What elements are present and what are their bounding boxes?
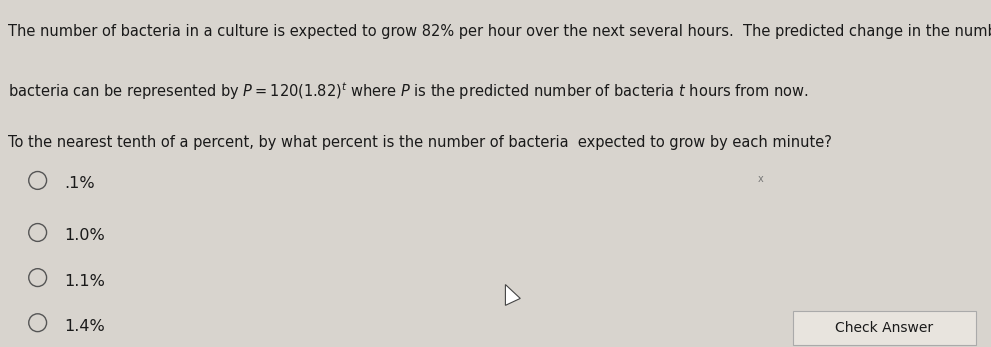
FancyBboxPatch shape [793,311,976,345]
Text: bacteria can be represented by $\mathit{P}=120(1.82)^{t}$ where $\mathit{P}$ is : bacteria can be represented by $\mathit{… [8,80,809,102]
Text: Check Answer: Check Answer [835,321,934,335]
Text: 1.1%: 1.1% [64,273,105,289]
Text: To the nearest tenth of a percent, by what percent is the number of bacteria  ex: To the nearest tenth of a percent, by wh… [8,135,831,150]
Text: 1.0%: 1.0% [64,228,105,244]
Polygon shape [505,285,520,305]
Text: .1%: .1% [64,176,95,192]
Text: The number of bacteria in a culture is expected to grow 82% per hour over the ne: The number of bacteria in a culture is e… [8,24,991,39]
Text: x: x [758,174,764,184]
Text: 1.4%: 1.4% [64,319,105,334]
